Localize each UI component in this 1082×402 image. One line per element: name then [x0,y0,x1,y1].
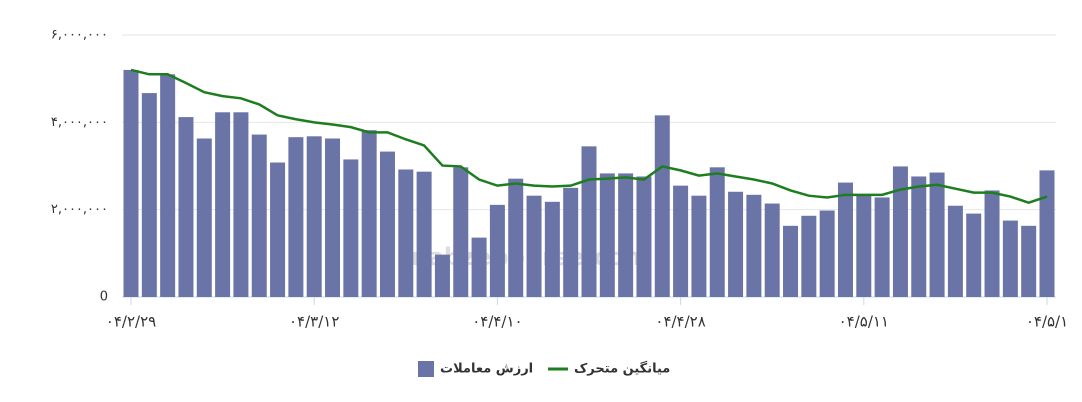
bar [1039,170,1055,297]
bar [233,112,249,297]
bar [654,115,670,297]
bar [563,187,579,297]
bar [379,151,395,297]
x-tick-label: ۰۴/۴/۱۰ [472,313,522,331]
bar [746,194,762,297]
bar [288,137,304,297]
bar [599,173,615,297]
bar [251,134,267,297]
bar [783,225,799,297]
bar [434,254,450,297]
bar [160,74,176,297]
bar [471,237,487,297]
y-tick-label: ۴,۰۰۰,۰۰۰ [51,115,108,130]
bar [1002,220,1018,297]
y-tick-label: ۶,۰۰۰,۰۰۰ [51,28,108,43]
bar [398,169,414,297]
line [130,68,1048,204]
bar [966,213,982,297]
bar [325,138,341,297]
bar [856,195,872,297]
x-tick-label: ۰۴/۵/۱۱ [839,313,889,331]
bar [270,162,286,297]
bar [709,167,725,297]
bar [691,195,707,297]
bar [636,176,652,297]
bar [361,130,377,297]
bar [123,69,139,297]
bar [196,138,212,297]
bar [984,190,1000,297]
bar [911,176,927,297]
bar [764,203,780,297]
bar [618,173,634,297]
y-tick-label: ۲,۰۰۰,۰۰۰ [51,202,108,217]
x-tick-label: ۰۴/۴/۲۸ [655,313,705,331]
bar [141,93,157,298]
bar [416,171,432,297]
bar [508,178,524,297]
y-tick-label: 0 [100,290,108,305]
bar [215,112,231,297]
legend-label: ارزش معاملات [440,362,533,377]
bar [673,185,689,297]
bar [892,166,908,297]
bar [1021,225,1037,297]
bar [947,205,963,297]
bar [581,146,597,297]
x-tick-label: ۰۴/۵/۱ [1026,313,1068,331]
legend-label: میانگین متحرک [574,361,670,377]
bar [728,191,744,297]
bar [526,195,542,297]
x-tick-label: ۰۴/۳/۱۲ [289,313,339,331]
bar [837,182,853,297]
x-tick-label: ۰۴/۲/۲۹ [106,313,156,331]
legend-symbol [418,361,434,377]
bar [489,204,505,297]
bar [819,210,835,297]
bar [874,197,890,297]
bar [178,117,194,298]
bar [544,201,560,297]
bar [453,167,469,297]
bar [929,172,945,297]
bar [306,136,322,297]
bar [801,215,817,297]
bar [343,159,359,297]
